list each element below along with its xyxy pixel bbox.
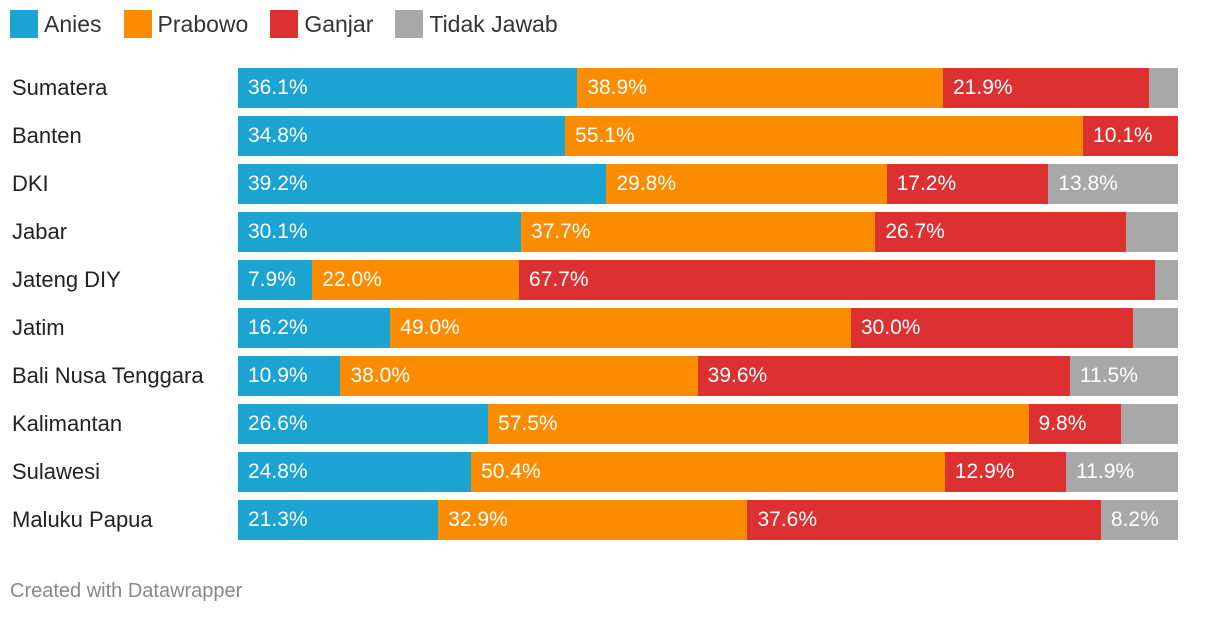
bar-segment xyxy=(1120,404,1178,444)
bar-segment: 24.8% xyxy=(238,452,472,492)
category-label: Banten xyxy=(12,123,82,148)
bar-segment: 10.9% xyxy=(238,356,341,396)
bar-segment: 21.3% xyxy=(238,500,439,540)
bar-segment xyxy=(1148,68,1178,108)
bar-segment: 38.9% xyxy=(577,68,943,108)
legend-item: Anies xyxy=(10,10,102,38)
bar-segment: 67.7% xyxy=(519,260,1156,300)
legend-swatch xyxy=(270,10,299,38)
legend-label: Ganjar xyxy=(304,10,374,37)
bar-segment: 9.8% xyxy=(1028,404,1121,444)
legend-swatch xyxy=(123,10,152,38)
bar-segment: 8.2% xyxy=(1100,500,1178,540)
bar-segment: 12.9% xyxy=(944,452,1067,492)
bar-segment: 37.6% xyxy=(747,500,1101,540)
bar-segment: 22.0% xyxy=(312,260,520,300)
category-label: DKI xyxy=(12,171,49,196)
bar-segment: 11.9% xyxy=(1066,452,1178,492)
legend-swatch xyxy=(10,10,38,38)
category-label: Bali Nusa Tenggara xyxy=(12,363,204,388)
category-label: Kalimantan xyxy=(12,411,123,436)
bar-segment: 11.5% xyxy=(1069,356,1178,396)
bar-segment: 32.9% xyxy=(438,500,748,540)
legend-item: Tidak Jawab xyxy=(395,10,558,38)
bar-segment: 36.1% xyxy=(238,68,578,108)
bar-segment xyxy=(1132,308,1178,348)
category-label: Sumatera xyxy=(12,75,108,100)
bar-segment: 38.0% xyxy=(340,356,698,396)
bar-segment: 17.2% xyxy=(886,164,1049,204)
bar-segment: 50.4% xyxy=(471,452,945,492)
bar-segment: 7.9% xyxy=(238,260,313,300)
bar-segment: 26.7% xyxy=(875,212,1127,252)
category-label: Jatim xyxy=(12,315,65,340)
bar-segment: 30.1% xyxy=(238,212,521,252)
bar-segment: 49.0% xyxy=(390,308,851,348)
category-label: Sulawesi xyxy=(12,459,101,484)
bar-segment: 29.8% xyxy=(606,164,887,204)
category-label: Jateng DIY xyxy=(12,267,121,292)
bar-segment: 26.6% xyxy=(238,404,489,444)
bar-segment: 30.0% xyxy=(850,308,1133,348)
footer-credit: Created with Datawrapper xyxy=(10,580,243,602)
bar-segment: 10.1% xyxy=(1083,116,1178,156)
bar-segment: 39.6% xyxy=(697,356,1070,396)
bar-segment: 16.2% xyxy=(238,308,391,348)
bar-segment: 55.1% xyxy=(565,116,1084,156)
bar-segment: 34.8% xyxy=(238,116,566,156)
legend-item: Ganjar xyxy=(270,10,373,38)
legend-swatch xyxy=(395,10,424,38)
bar-segment: 37.7% xyxy=(520,212,876,252)
bar-segment: 57.5% xyxy=(488,404,1029,444)
legend-item: Prabowo xyxy=(123,10,249,38)
bar-segment: 13.8% xyxy=(1048,164,1178,204)
legend: Anies Prabowo Ganjar Tidak Jawab xyxy=(10,10,580,38)
bar-segment: 21.9% xyxy=(943,68,1149,108)
bar-segment: 39.2% xyxy=(238,164,607,204)
category-label: Jabar xyxy=(12,219,68,244)
legend-label: Anies xyxy=(44,10,102,37)
category-label: Maluku Papua xyxy=(12,507,153,532)
bar-segment xyxy=(1126,212,1178,252)
legend-label: Prabowo xyxy=(157,10,249,37)
bar-segment xyxy=(1155,260,1178,300)
legend-label: Tidak Jawab xyxy=(429,10,558,37)
